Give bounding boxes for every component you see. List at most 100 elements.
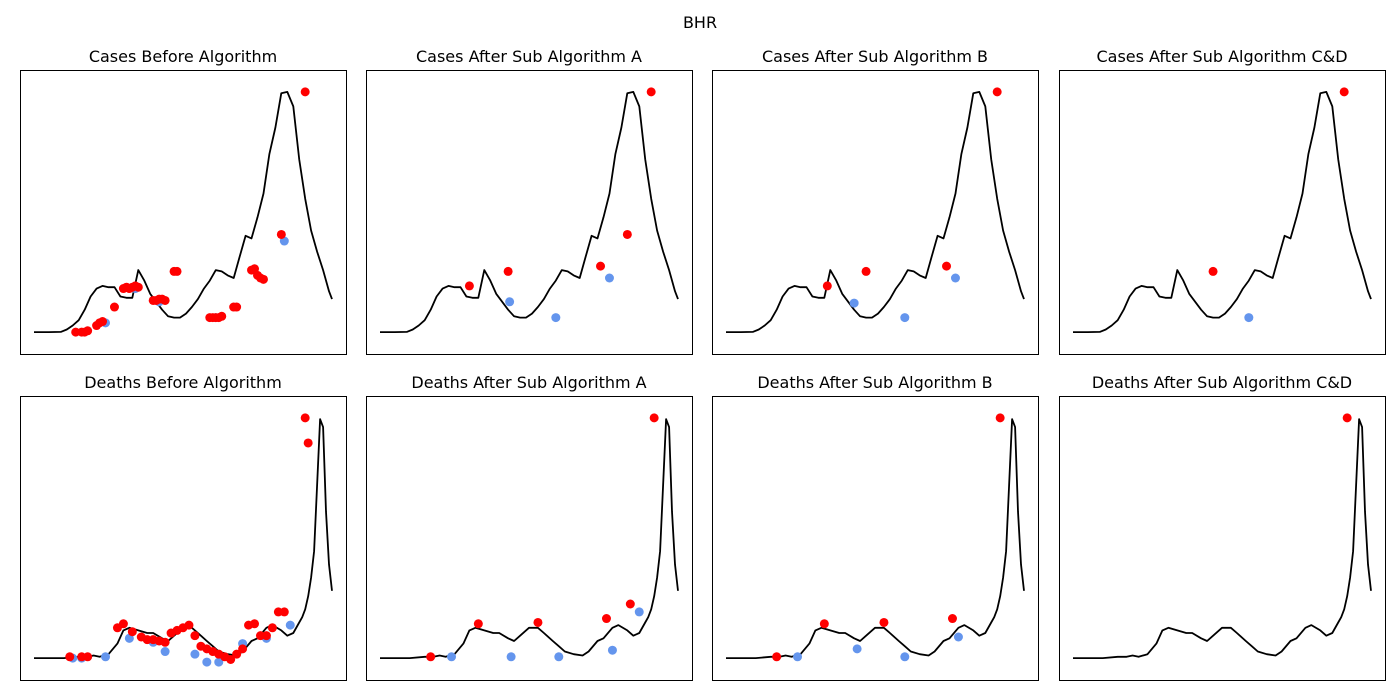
peak-marker (942, 261, 952, 271)
axes-frame (366, 70, 693, 355)
peak-marker (473, 619, 483, 629)
peak-marker (267, 623, 277, 633)
peak-marker (261, 631, 271, 641)
trough-marker (900, 313, 910, 323)
peak-marker (649, 413, 659, 423)
peak-marker (1208, 266, 1218, 276)
axes-frame (712, 70, 1039, 355)
peak-marker (172, 266, 182, 276)
peak-marker (601, 614, 611, 624)
panel-8: Deaths After Sub Algorithm C&D (1059, 373, 1386, 681)
peak-marker (160, 295, 170, 305)
trough-marker (214, 657, 224, 667)
axes-frame (366, 396, 693, 681)
peak-marker (217, 311, 227, 321)
panel-7: Deaths After Sub Algorithm B (712, 373, 1039, 681)
series-line (380, 91, 679, 334)
peak-marker (160, 637, 170, 647)
peak-marker (98, 317, 108, 327)
peak-marker (232, 649, 242, 659)
trough-marker (160, 647, 170, 657)
peak-marker (133, 282, 143, 292)
figure-title: BHR (683, 13, 717, 32)
peak-marker (772, 652, 782, 662)
series-line (726, 418, 1025, 659)
panel-3: Cases After Sub Algorithm B (712, 47, 1039, 355)
axes-frame (1059, 396, 1386, 681)
trough-marker (953, 632, 963, 642)
trough-marker (849, 298, 859, 308)
panel-title: Deaths Before Algorithm (84, 373, 282, 392)
peak-marker (226, 654, 236, 664)
peak-marker (503, 266, 513, 276)
panel-title: Cases Before Algorithm (89, 47, 277, 66)
panel-title: Deaths After Sub Algorithm A (411, 373, 646, 392)
peak-marker (622, 229, 632, 239)
series-line (380, 418, 679, 659)
trough-marker (505, 297, 515, 307)
axes-frame (20, 396, 347, 681)
peak-marker (625, 599, 635, 609)
panel-1: Cases Before Algorithm (20, 47, 347, 355)
trough-marker (900, 652, 910, 662)
peak-marker (83, 326, 93, 336)
peak-marker (279, 607, 289, 617)
peak-marker (300, 413, 310, 423)
axes-frame (20, 70, 347, 355)
peak-marker (118, 619, 128, 629)
panel-title: Cases After Sub Algorithm C&D (1096, 47, 1347, 66)
trough-marker (101, 652, 111, 662)
trough-marker (634, 607, 644, 617)
trough-marker (604, 273, 614, 283)
peak-marker (646, 87, 656, 97)
peak-marker (533, 617, 543, 627)
peak-marker (426, 652, 436, 662)
peak-marker (879, 617, 889, 627)
panel-2: Cases After Sub Algorithm A (366, 47, 693, 355)
axes-frame (1059, 70, 1386, 355)
panel-title: Deaths After Sub Algorithm B (757, 373, 992, 392)
trough-marker (202, 657, 212, 667)
peak-marker (464, 281, 474, 291)
trough-marker (852, 644, 862, 654)
peak-marker (819, 619, 829, 629)
series-line (1073, 91, 1372, 334)
peak-marker (596, 261, 606, 271)
peak-marker (995, 413, 1005, 423)
peak-marker (300, 87, 310, 97)
axes-frame (712, 396, 1039, 681)
peak-marker (190, 631, 200, 641)
trough-marker (506, 652, 516, 662)
peak-marker (250, 619, 260, 629)
trough-marker (190, 649, 200, 659)
panel-4: Cases After Sub Algorithm C&D (1059, 47, 1386, 355)
peak-marker (184, 620, 194, 630)
peak-marker (1339, 87, 1349, 97)
peak-marker (947, 614, 957, 624)
series-line (726, 91, 1025, 334)
peak-marker (992, 87, 1002, 97)
peak-marker (258, 274, 268, 284)
trough-marker (950, 273, 960, 283)
panel-6: Deaths After Sub Algorithm A (366, 373, 693, 681)
trough-marker (551, 313, 561, 323)
peak-marker (109, 302, 119, 312)
peak-marker (276, 229, 286, 239)
peak-marker (303, 438, 313, 448)
trough-marker (554, 652, 564, 662)
trough-marker (447, 652, 457, 662)
panel-title: Deaths After Sub Algorithm C&D (1092, 373, 1352, 392)
panel-title: Cases After Sub Algorithm B (762, 47, 988, 66)
series-line (34, 91, 333, 334)
trough-marker (607, 645, 617, 655)
peak-marker (127, 627, 137, 637)
trough-marker (285, 620, 295, 630)
peak-marker (232, 302, 242, 312)
trough-marker (793, 652, 803, 662)
peak-marker (861, 266, 871, 276)
peak-marker (238, 644, 248, 654)
panel-5: Deaths Before Algorithm (20, 373, 347, 681)
peak-marker (822, 281, 832, 291)
peak-marker (83, 652, 93, 662)
